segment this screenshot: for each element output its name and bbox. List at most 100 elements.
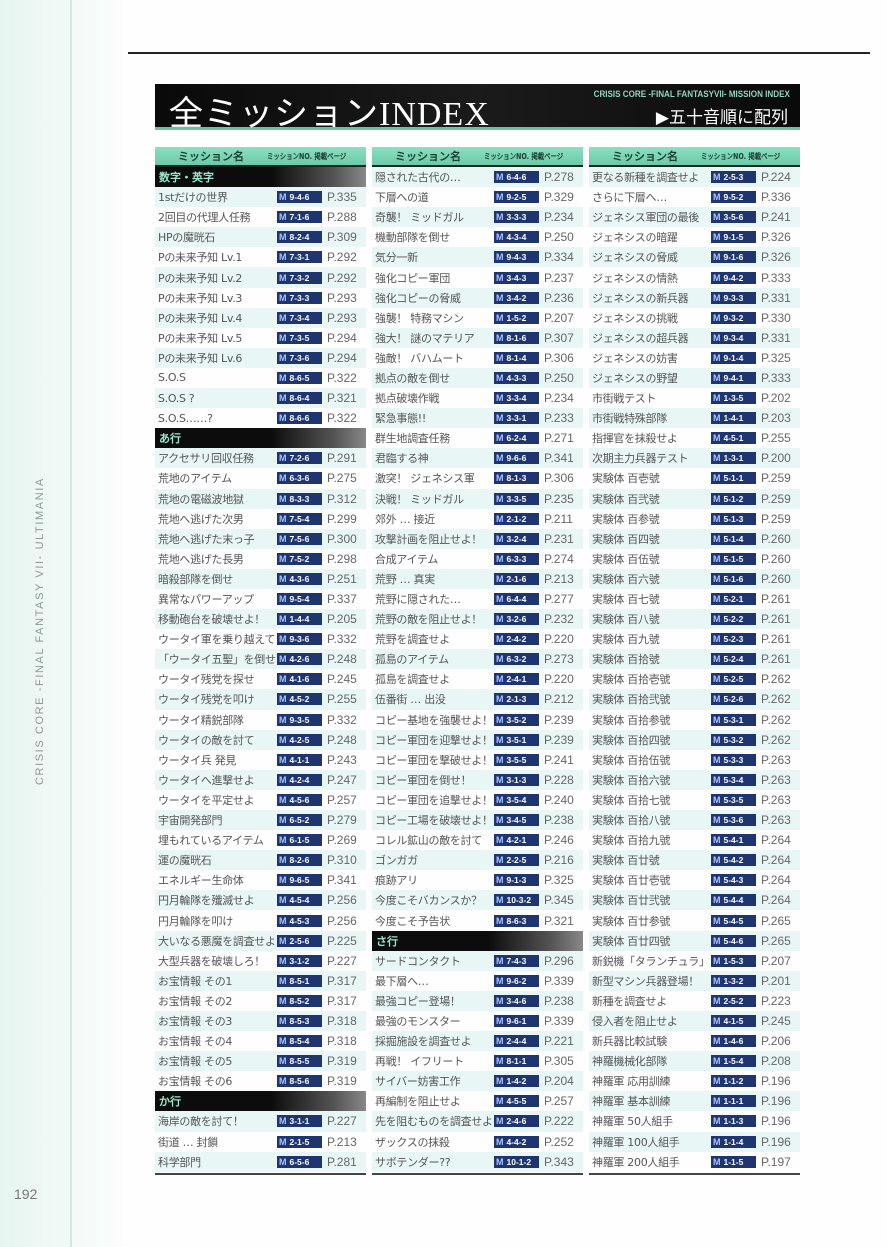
table-row: 緊急事態!! M 3-3-1 P.233 [372, 408, 583, 429]
table-row: 市街戦特殊部隊 M 1-4-1 P.203 [589, 408, 800, 429]
page-ref: P.202 [761, 391, 791, 406]
table-row: 実験体 百拾参號 M 5-3-1 P.262 [589, 710, 800, 730]
header-mission-name: ミッション名 [612, 150, 678, 163]
mission-name: 実験体 百参號 [592, 512, 660, 526]
mission-no: 2-5-3 [723, 172, 744, 183]
mission-no: 5-1-4 [723, 533, 744, 544]
mission-name: 実験体 百八號 [592, 613, 660, 627]
mission-badge-icon: M [713, 955, 721, 966]
mission-no: 8-5-5 [289, 1056, 310, 1067]
page-ref: P.325 [761, 350, 791, 365]
mission-no: 5-2-6 [723, 694, 744, 705]
mission-no: 6-5-6 [289, 1156, 310, 1167]
mission-name: コピー工場を破壊せよ！ [375, 814, 493, 828]
table-row: 「ウータイ五聖」を倒せ M 4-2-6 P.248 [155, 649, 366, 670]
table-row: 群生地調査任務 M 6-2-4 P.271 [372, 428, 583, 448]
table-row: ジェネシスの脅威 M 9-1-6 P.326 [589, 247, 800, 268]
mission-no-badge: M 9-5-2 [711, 191, 756, 204]
table-row: ウータイを平定せよ M 4-5-6 P.257 [155, 790, 366, 810]
mission-no: 8-6-4 [289, 393, 310, 404]
mission-no-badge: M 3-3-5 [494, 492, 539, 505]
mission-no: 5-3-4 [723, 774, 744, 785]
mission-no-badge: M 5-1-6 [711, 572, 756, 585]
mission-no-badge: M 6-3-6 [277, 472, 322, 485]
mission-no-badge: M 3-5-2 [494, 713, 539, 726]
mission-name: 痕跡アリ [375, 874, 418, 888]
mission-name: コピー軍団を追撃せよ！ [375, 793, 493, 807]
mission-badge-icon: M [496, 533, 504, 544]
mission-name: ウータイを平定せよ [158, 793, 255, 807]
mission-badge-icon: M [279, 413, 287, 424]
mission-badge-icon: M [279, 1015, 287, 1026]
mission-name: 実験体 百拾七號 [592, 793, 671, 807]
mission-name: 宇宙開発部門 [158, 814, 223, 828]
mission-name: 実験体 百六號 [592, 572, 660, 586]
page-ref: P.294 [327, 350, 357, 365]
mission-no: 1-1-4 [723, 1136, 744, 1147]
mission-name: 先を阻むものを調査せよ [375, 1115, 493, 1129]
page-ref: P.269 [327, 833, 357, 848]
mission-no: 1-1-5 [723, 1156, 744, 1167]
page-ref: P.341 [327, 873, 357, 888]
mission-no: 5-4-6 [723, 935, 744, 946]
mission-no: 6-3-3 [506, 553, 527, 564]
mission-badge-icon: M [496, 895, 504, 906]
mission-name: 新種を調査せよ [592, 994, 667, 1008]
mission-no: 9-6-5 [289, 875, 310, 886]
mission-no: 5-2-1 [723, 594, 744, 605]
mission-badge-icon: M [279, 332, 287, 343]
page-ref: P.211 [544, 511, 573, 526]
mission-name: 更なる新種を調査せよ [592, 171, 699, 185]
mission-name: ジェネシス軍団の最後 [592, 211, 699, 225]
mission-badge-icon: M [713, 393, 721, 404]
mission-badge-icon: M [496, 272, 504, 283]
table-row: 大型兵器を破壊しろ！ M 3-1-2 P.227 [155, 951, 366, 971]
page-ref: P.255 [761, 431, 791, 446]
mission-no-badge: M 5-3-6 [711, 814, 756, 827]
mission-name: 実験体 百廿號 [592, 854, 660, 868]
mission-no-badge: M 5-1-1 [711, 472, 756, 485]
page-ref: P.334 [544, 250, 574, 265]
mission-badge-icon: M [713, 754, 721, 765]
mission-badge-icon: M [496, 714, 504, 725]
section-header: 数字・英字 [155, 167, 366, 188]
mission-name: コレル鉱山の敵を討て [375, 834, 482, 848]
mission-no-badge: M 4-5-3 [277, 914, 322, 927]
mission-name: ジェネシスの新兵器 [592, 291, 689, 305]
mission-badge-icon: M [496, 513, 504, 524]
mission-no-badge: M 8-5-3 [277, 1014, 322, 1027]
table-row: 更なる新種を調査せよ M 2-5-3 P.224 [589, 167, 800, 188]
mission-name: 攻撃計画を阻止せよ！ [375, 532, 482, 546]
page-ref: P.196 [761, 1134, 791, 1149]
page-ref: P.223 [761, 993, 791, 1008]
page-ref: P.235 [544, 491, 574, 506]
table-row: 孤島のアイテム M 6-3-2 P.273 [372, 649, 583, 670]
mission-badge-icon: M [279, 674, 287, 685]
mission-no-badge: M 1-3-5 [711, 392, 756, 405]
mission-badge-icon: M [496, 312, 504, 323]
mission-badge-icon: M [279, 372, 287, 383]
mission-badge-icon: M [713, 172, 721, 183]
mission-no: 9-6-6 [506, 453, 527, 464]
table-row: お宝情報 その4 M 8-5-4 P.318 [155, 1031, 366, 1051]
table-row: 荒野 … 真実 M 2-1-6 P.213 [372, 568, 583, 589]
mission-badge-icon: M [496, 995, 504, 1006]
mission-badge-icon: M [279, 614, 287, 625]
mission-no: 7-3-3 [289, 292, 310, 303]
mission-no-badge: M 9-6-5 [277, 874, 322, 887]
mission-badge-icon: M [279, 634, 287, 645]
mission-badge-icon: M [279, 794, 287, 805]
table-row: 移動砲台を破壊せよ！ M 1-4-4 P.205 [155, 609, 366, 630]
mission-name: 荒野の敵を阻止せよ！ [375, 613, 482, 627]
mission-badge-icon: M [496, 393, 504, 404]
page-ref: P.263 [761, 813, 791, 828]
header-mission-no-page: ミッションNO. 掲載ページ [267, 151, 347, 161]
mission-badge-icon: M [713, 252, 721, 263]
mission-name: サボテンダー?? [375, 1155, 451, 1169]
page-ref: P.205 [327, 612, 357, 627]
mission-name: 郊外 … 接近 [375, 512, 435, 526]
table-row: 市街戦テスト M 1-3-5 P.202 [589, 388, 800, 408]
mission-name: 合成アイテム [375, 552, 439, 566]
mission-no: 4-3-4 [506, 232, 527, 243]
mission-no-badge: M 9-3-5 [277, 713, 322, 726]
